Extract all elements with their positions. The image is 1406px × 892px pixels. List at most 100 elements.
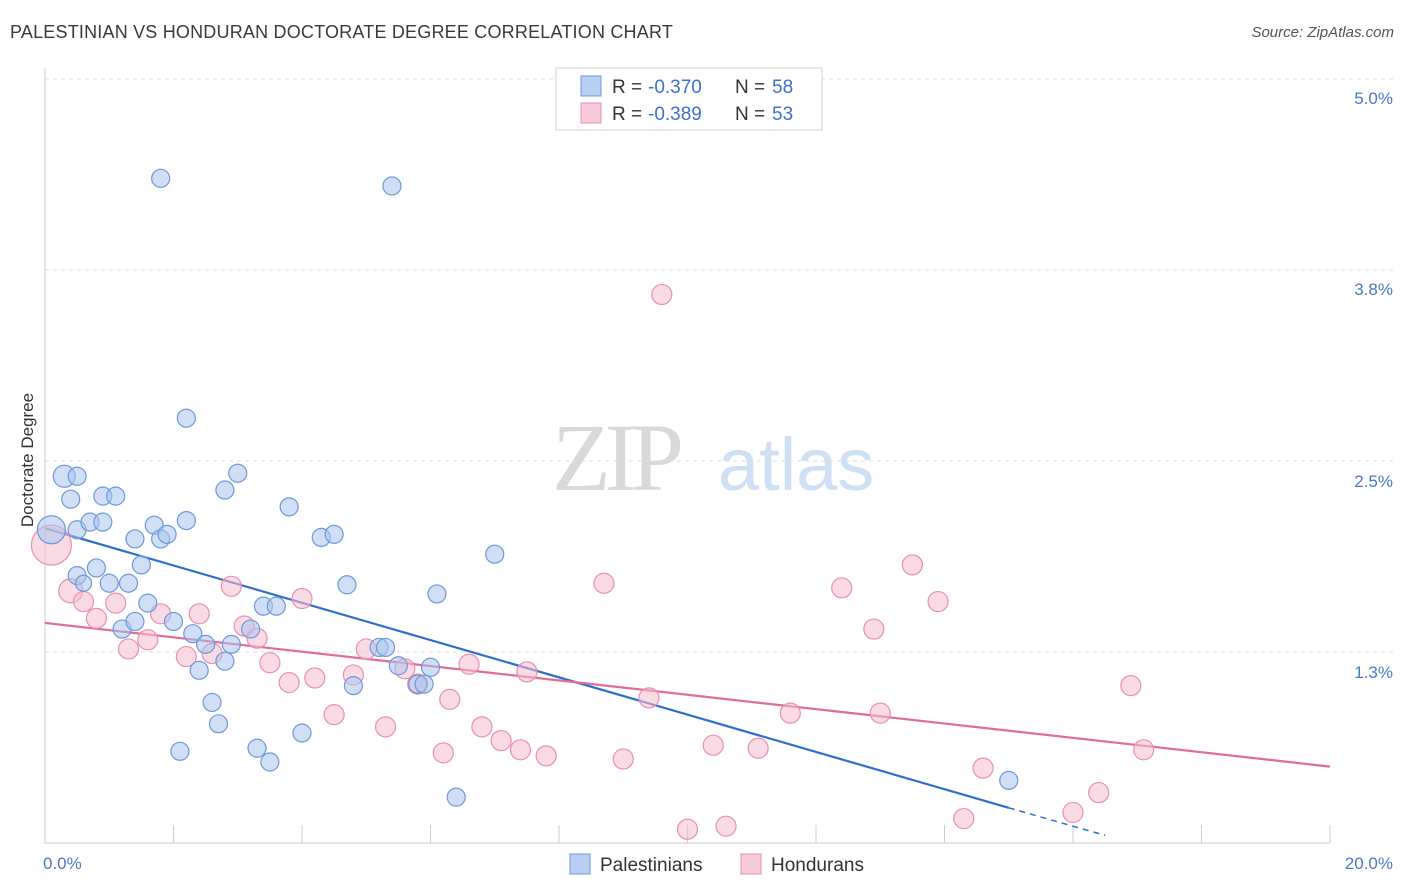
honduran-point — [863, 618, 885, 640]
palestinian-point — [388, 656, 408, 676]
legend-n-value: 53 — [772, 104, 793, 125]
palestinian-point — [215, 651, 235, 671]
palestinian-point — [202, 692, 222, 713]
honduran-point — [747, 737, 769, 759]
palestinian-point — [228, 463, 248, 483]
honduran-point — [1133, 739, 1155, 761]
honduran-point — [535, 745, 557, 767]
palestinian-point — [125, 611, 145, 632]
chart-title: PALESTINIAN VS HONDURAN DOCTORATE DEGREE… — [10, 22, 674, 42]
y-tick-label: 2.5% — [1354, 472, 1393, 491]
palestinian-point — [74, 574, 93, 592]
palestinian-point — [93, 512, 113, 532]
palestinian-point — [170, 741, 190, 761]
source-label: Source: ZipAtlas.com — [1251, 24, 1394, 41]
palestinian-point — [196, 634, 216, 654]
palestinian-point — [446, 787, 466, 807]
series-swatch-palestinians — [569, 853, 591, 875]
palestinian-point — [36, 515, 67, 545]
palestinian-point — [292, 723, 312, 743]
honduran-point — [432, 742, 454, 764]
palestinian-point — [176, 408, 196, 428]
series-legend-label: Palestinians — [600, 855, 702, 876]
palestinian-point — [382, 176, 402, 196]
honduran-point — [651, 283, 673, 306]
honduran-point — [175, 645, 197, 668]
honduran-point — [1062, 801, 1084, 824]
honduran-point — [188, 603, 210, 625]
palestinian-point — [427, 584, 447, 604]
legend-swatch-pink — [580, 102, 602, 124]
legend-r-value: -0.389 — [648, 104, 702, 125]
palestinian-point — [163, 611, 184, 632]
honduran-point — [901, 554, 923, 576]
legend-n-label: N = — [735, 77, 765, 98]
legend-r-label: R = — [612, 104, 642, 125]
honduran-point — [304, 667, 326, 689]
honduran-point — [509, 739, 532, 761]
palestinian-point — [183, 624, 203, 644]
palestinian-point — [414, 674, 434, 694]
palestinian-point — [131, 555, 151, 575]
y-tick-label: 1.3% — [1354, 663, 1393, 682]
honduran-point — [374, 716, 397, 738]
palestinians-points — [36, 168, 1019, 807]
axes — [44, 68, 1331, 844]
honduran-point — [869, 702, 891, 724]
honduran-point — [1088, 781, 1110, 804]
honduran-point — [516, 661, 538, 683]
watermark-atlas: atlas — [718, 423, 874, 506]
palestinian-point — [420, 657, 441, 677]
honduran-point — [715, 815, 737, 837]
palestinian-point — [260, 752, 280, 772]
palestinian-point — [138, 593, 158, 613]
honduran-point — [1120, 675, 1142, 697]
palestinian-point — [99, 573, 119, 593]
y-tick-label: 3.8% — [1354, 280, 1393, 299]
y-axis-label: Doctorate Degree — [18, 393, 37, 527]
honduran-point — [779, 702, 801, 724]
honduran-point — [117, 638, 140, 660]
honduran-point — [291, 587, 313, 610]
honduran-point — [676, 818, 699, 840]
hondurans-points — [30, 283, 1155, 840]
honduran-point — [323, 704, 345, 726]
palestinian-point — [157, 524, 177, 544]
honduran-point — [953, 807, 975, 830]
palestinian-point — [67, 466, 87, 486]
palestinian-point — [151, 168, 171, 188]
palestinian-point — [485, 544, 505, 564]
legend-r-label: R = — [612, 77, 642, 98]
palestinian-point — [189, 660, 209, 680]
palestinian-point — [266, 596, 286, 616]
honduran-point — [927, 590, 949, 613]
palestinian-point — [86, 558, 107, 578]
correlation-legend: R = -0.370 N = 58 R = -0.389 N = 53 — [555, 67, 823, 131]
honduran-point — [105, 592, 127, 614]
legend-swatch-blue — [580, 75, 602, 97]
legend-r-value: -0.370 — [648, 77, 702, 98]
palestinian-point — [61, 489, 81, 509]
honduran-point — [259, 652, 281, 674]
palestinian-point — [118, 573, 139, 593]
series-legend-label: Hondurans — [771, 855, 864, 876]
honduran-point — [439, 688, 461, 710]
honduran-point — [490, 730, 512, 752]
x-tick-label: 20.0% — [1345, 854, 1393, 873]
honduran-point — [702, 734, 724, 756]
palestinian-point — [337, 575, 357, 595]
series-legend: Palestinians Hondurans — [569, 853, 864, 876]
palestinian-point — [176, 510, 196, 531]
palestinian-point — [221, 634, 241, 654]
x-tick-label: 0.0% — [43, 854, 82, 873]
palestinian-point — [125, 529, 145, 549]
honduran-point — [137, 629, 159, 651]
palestinian-point — [999, 770, 1019, 790]
palestinian-point — [241, 619, 261, 639]
palestinian-point — [324, 524, 344, 544]
honduran-point — [831, 577, 853, 599]
honduran-point — [72, 590, 95, 613]
honduran-point — [220, 575, 242, 597]
honduran-point — [612, 748, 634, 770]
